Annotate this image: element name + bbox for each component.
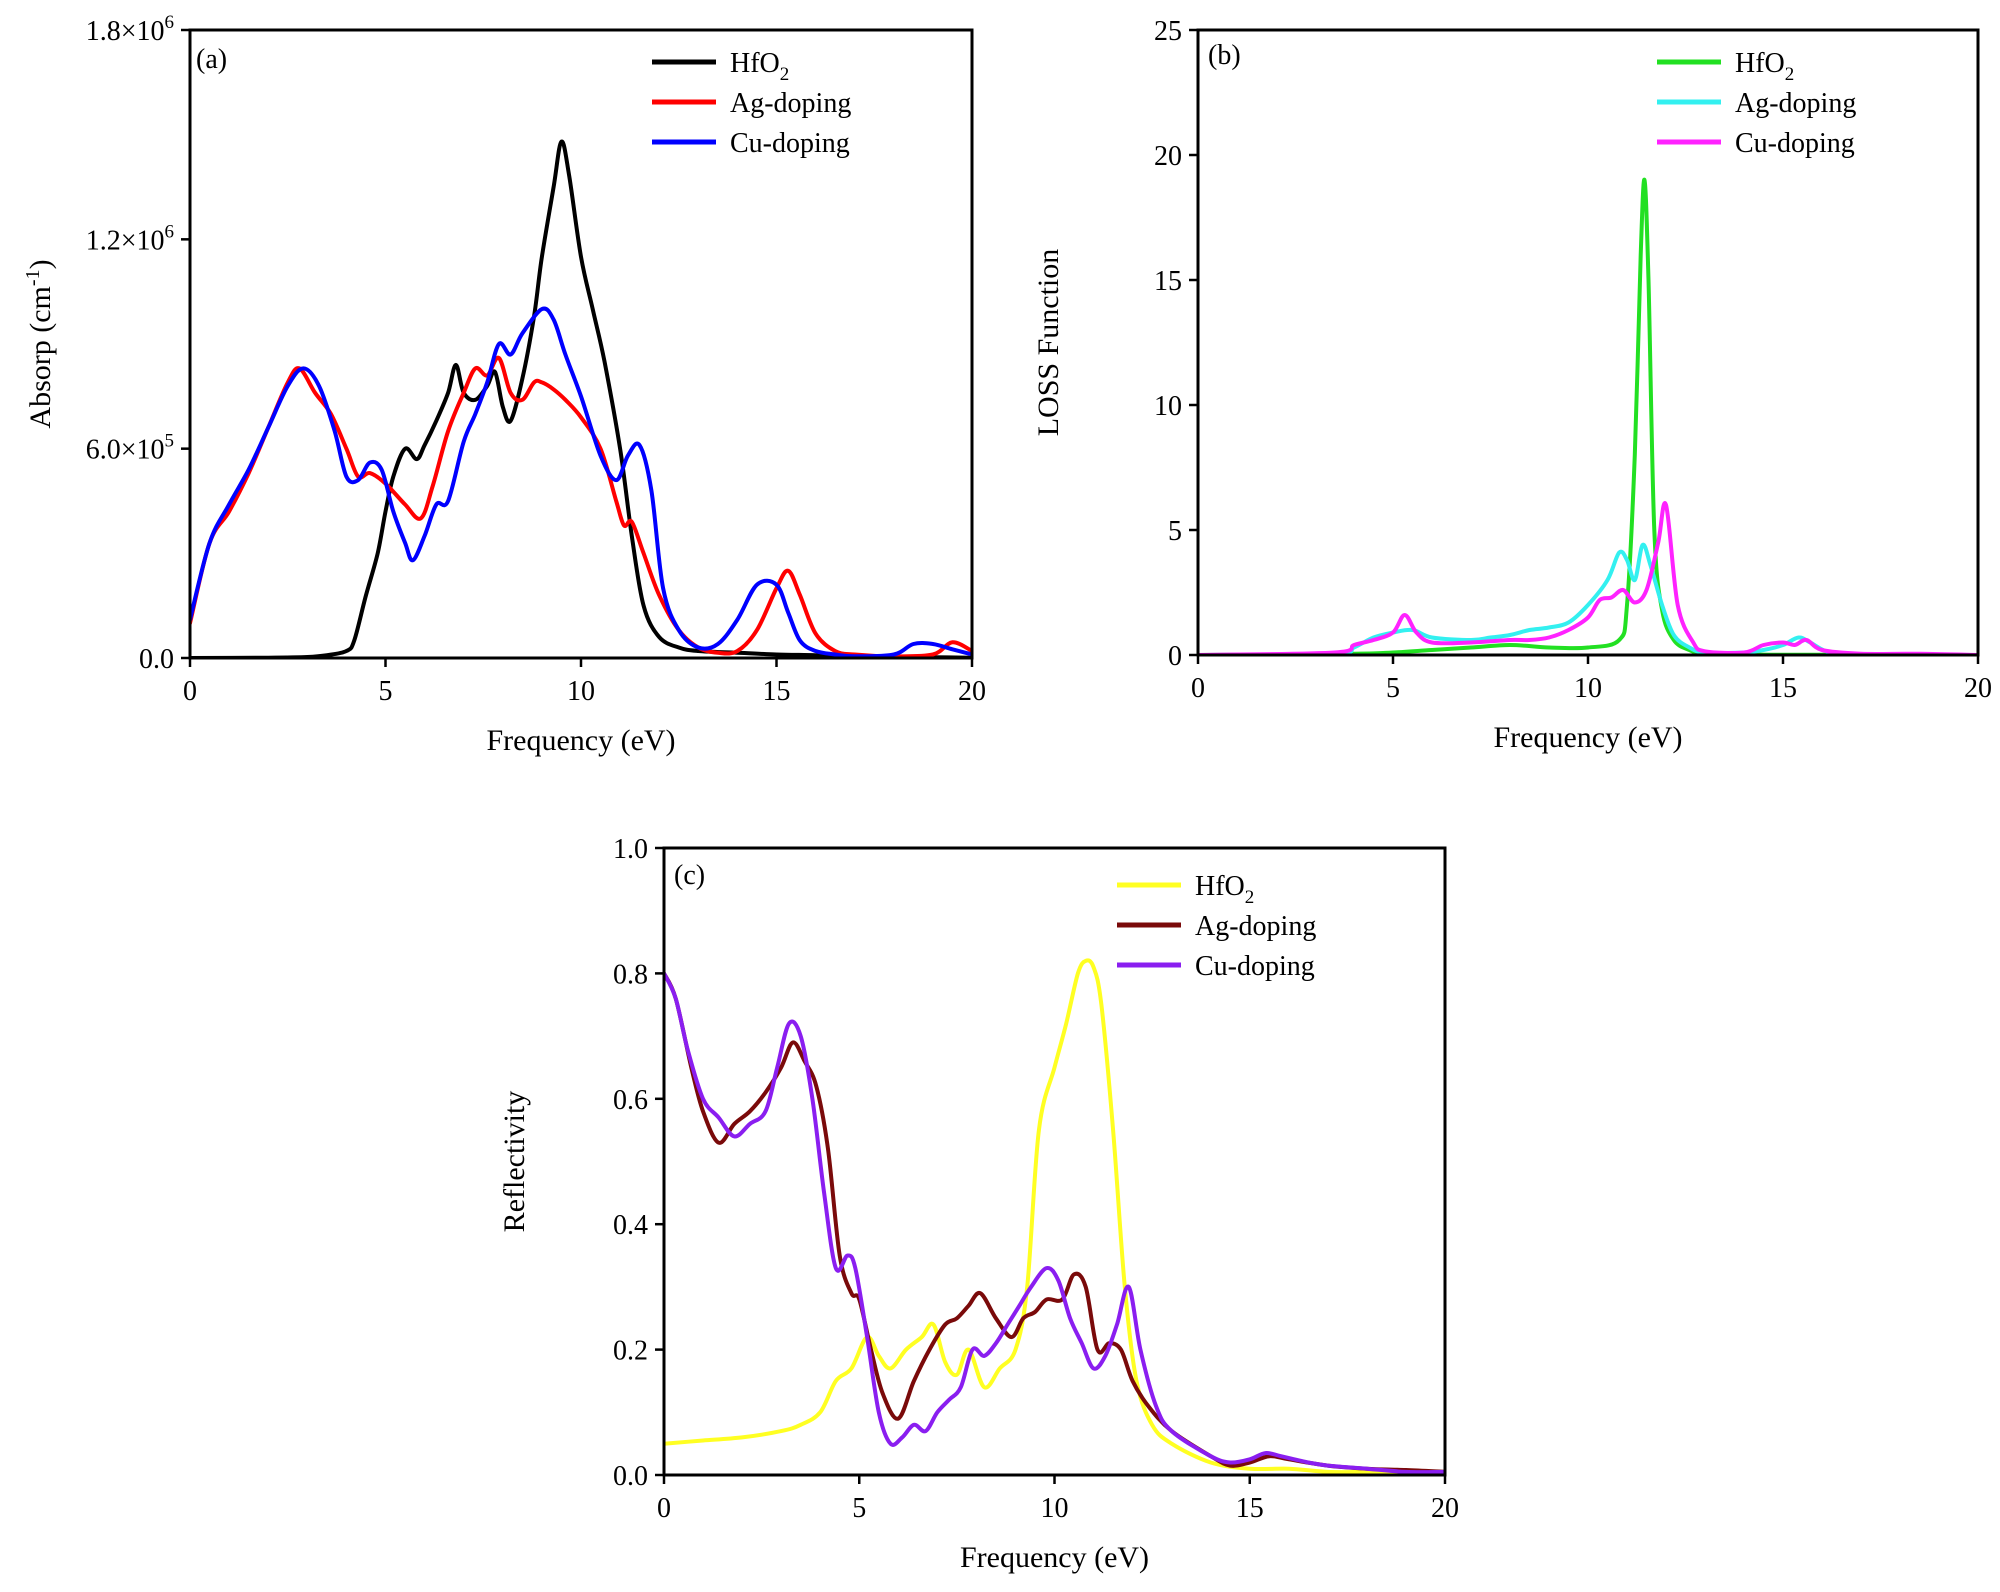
y-tick-label: 0.0	[139, 644, 174, 675]
x-tick-label: 15	[1769, 673, 1797, 704]
legend-entry: HfO2	[730, 48, 789, 85]
x-tick-label: 20	[1431, 1493, 1459, 1524]
legend-entry: Cu-doping	[1195, 951, 1315, 982]
y-axis-label: LOSS Function	[1032, 249, 1065, 437]
x-axis-label: Frequency (eV)	[1493, 721, 1682, 754]
y-axis-label-text: LOSS Function	[1032, 249, 1065, 437]
y-tick-label-base: 1.8×10	[86, 16, 165, 47]
legend-entry-name: Ag-doping	[1735, 88, 1856, 119]
legend-entry: Cu-doping	[1735, 128, 1855, 159]
panel-label: (b)	[1208, 40, 1241, 71]
legend-entry: Cu-doping	[730, 128, 850, 159]
series-line-hfo2	[664, 958, 1445, 1475]
legend-entry: HfO2	[1195, 871, 1254, 908]
y-tick-label: 15	[1154, 266, 1182, 297]
y-axis-label-text: Reflectivity	[498, 1091, 531, 1233]
legend-entry: HfO2	[1735, 48, 1794, 85]
legend-entry-name: Cu-doping	[730, 128, 850, 159]
x-axis-label: Frequency (eV)	[960, 1541, 1149, 1574]
y-tick-label: 1.8×106	[86, 12, 174, 47]
y-tick-label: 0.2	[613, 1336, 648, 1367]
y-axis-label-sup: -1	[22, 269, 44, 286]
x-tick-label: 0	[657, 1493, 671, 1524]
x-tick-label: 0	[183, 676, 197, 707]
chart-panel-3: 0 5 10 15 20 0.0 0.2 0.4 0.6 0.8 1.0 Frequency (eV)…	[498, 834, 1459, 1574]
y-tick-label: 1.0	[613, 834, 648, 865]
y-axis-label: Reflectivity	[498, 1091, 531, 1233]
y-tick-label: 5	[1168, 516, 1182, 547]
y-axis-label-close: )	[24, 259, 57, 269]
y-tick-label: 0.8	[613, 959, 648, 990]
series-line-hfo2	[190, 139, 972, 658]
legend-entry-name: Ag-doping	[1195, 911, 1316, 942]
y-axis-label-text: Absorp (cm	[24, 286, 57, 428]
legend-entry-name: HfO	[730, 48, 780, 79]
y-tick-label-base: 0.0	[139, 644, 174, 675]
y-tick-label-base: 1.2×10	[86, 225, 165, 256]
x-tick-label: 20	[1964, 673, 1992, 704]
legend-entry: Ag-doping	[1195, 911, 1316, 942]
x-tick-label: 10	[567, 676, 595, 707]
legend-entry-name: Cu-doping	[1195, 951, 1315, 982]
series-line-ag-doping	[1198, 542, 1978, 655]
legend-entry-name: HfO	[1195, 871, 1245, 902]
y-tick-label: 0	[1168, 641, 1182, 672]
x-tick-label: 5	[379, 676, 393, 707]
panel-label: (a)	[196, 44, 227, 75]
legend-entry-sub: 2	[1245, 887, 1255, 908]
x-tick-label: 0	[1191, 673, 1205, 704]
x-tick-label: 10	[1041, 1493, 1069, 1524]
y-tick-label: 25	[1154, 16, 1182, 47]
legend-entry-name: Ag-doping	[730, 88, 851, 119]
y-tick-label-exp: 6	[165, 12, 175, 33]
chart-panel-2: 0 5 10 15 20 0 5 10 15 20 25 Frequency (eV) LOSS Fun…	[1032, 16, 1992, 754]
plot-frame	[188, 28, 974, 660]
legend-entry-sub: 2	[1785, 64, 1795, 85]
y-tick-label: 0.6	[613, 1085, 648, 1116]
x-tick-label: 15	[1236, 1493, 1264, 1524]
panel-label: (c)	[674, 860, 705, 891]
x-axis-label: Frequency (eV)	[486, 724, 675, 757]
y-tick-label: 6.0×105	[86, 431, 174, 466]
series-line-cu-doping	[190, 306, 972, 658]
y-tick-label-exp: 6	[165, 221, 175, 242]
y-tick-label: 0.4	[613, 1210, 648, 1241]
y-tick-label-exp: 5	[165, 431, 175, 452]
legend-entry-name: HfO	[1735, 48, 1785, 79]
plot-frame	[662, 846, 1447, 1477]
series-line-cu-doping	[1198, 501, 1978, 655]
y-tick-label: 10	[1154, 391, 1182, 422]
series-line-cu-doping	[664, 971, 1445, 1475]
x-tick-label: 5	[1386, 673, 1400, 704]
x-tick-label: 5	[852, 1493, 866, 1524]
x-tick-label: 15	[763, 676, 791, 707]
y-tick-label: 1.2×106	[86, 221, 174, 256]
chart-panel-1: 0 5 10 15 200.06.0×1051.2×1061.8×106Frequenc…	[22, 12, 986, 757]
y-tick-label-base: 6.0×10	[86, 435, 165, 466]
x-tick-label: 20	[958, 676, 986, 707]
series-line-hfo2	[1198, 177, 1978, 655]
legend-entry-name: Cu-doping	[1735, 128, 1855, 159]
y-axis-label: Absorp (cm-1)	[22, 259, 57, 428]
y-tick-label: 0.0	[613, 1461, 648, 1492]
legend-entry: Ag-doping	[1735, 88, 1856, 119]
plot-frame	[1196, 28, 1980, 657]
x-tick-label: 10	[1574, 673, 1602, 704]
legend-entry: Ag-doping	[730, 88, 851, 119]
y-tick-label: 20	[1154, 141, 1182, 172]
legend-entry-sub: 2	[780, 64, 790, 85]
